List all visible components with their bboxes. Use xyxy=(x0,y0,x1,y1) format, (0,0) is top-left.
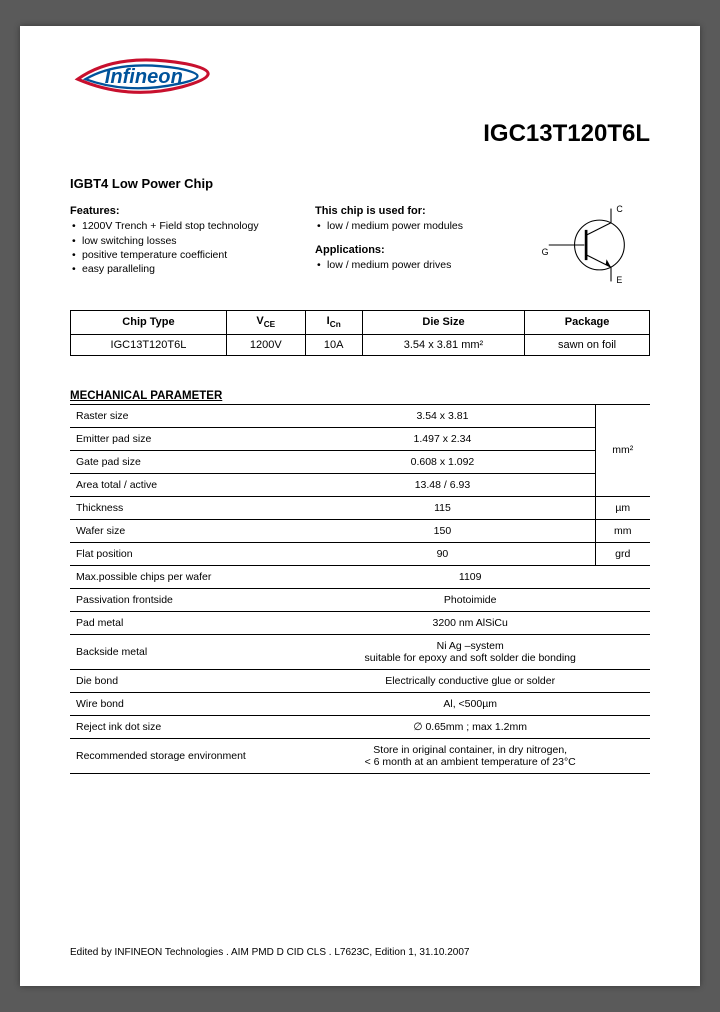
mech-label: Passivation frontside xyxy=(70,588,290,611)
header: Infineon xyxy=(70,56,650,102)
mech-label: Wafer size xyxy=(70,519,290,542)
mech-value: 1109 xyxy=(290,565,650,588)
mech-value: Photoimide xyxy=(290,588,650,611)
applications-list: low / medium power drives xyxy=(315,258,516,272)
applications-heading: Applications: xyxy=(315,244,516,256)
datasheet-page: Infineon IGC13T120T6L IGBT4 Low Power Ch… xyxy=(20,26,700,986)
mech-label: Emitter pad size xyxy=(70,427,290,450)
mech-label: Raster size xyxy=(70,404,290,427)
feature-item: easy paralleling xyxy=(70,262,291,276)
mech-value: Electrically conductive glue or solder xyxy=(290,669,650,692)
mech-label: Backside metal xyxy=(70,634,290,669)
product-subtitle: IGBT4 Low Power Chip xyxy=(70,176,650,191)
features-column: Features: 1200V Trench + Field stop tech… xyxy=(70,205,291,288)
chip-th-vce: VCE xyxy=(226,311,305,334)
feature-item: 1200V Trench + Field stop technology xyxy=(70,219,291,233)
part-number: IGC13T120T6L xyxy=(70,120,650,148)
chip-type-table: Chip Type VCE ICn Die Size Package IGC13… xyxy=(70,310,650,355)
mech-unit: mm xyxy=(595,519,650,542)
usedfor-list: low / medium power modules xyxy=(315,219,516,233)
mech-label: Reject ink dot size xyxy=(70,715,290,738)
mech-value: 150 xyxy=(290,519,595,542)
infineon-logo: Infineon xyxy=(70,56,240,102)
mech-value: 115 xyxy=(290,496,595,519)
feature-item: low switching losses xyxy=(70,234,291,248)
chip-td-type: IGC13T120T6L xyxy=(71,334,227,355)
mech-label: Flat position xyxy=(70,542,290,565)
symbol-column: C G E xyxy=(540,205,650,288)
usedfor-heading: This chip is used for: xyxy=(315,205,516,217)
footer-text: Edited by INFINEON Technologies . AIM PM… xyxy=(70,947,650,958)
mech-value: 3.54 x 3.81 xyxy=(290,404,595,427)
mechanical-table: Raster size 3.54 x 3.81 mm² Emitter pad … xyxy=(70,404,650,774)
mech-unit: µm xyxy=(595,496,650,519)
mech-value: Ni Ag –system suitable for epoxy and sof… xyxy=(290,634,650,669)
mech-unit: grd xyxy=(595,542,650,565)
igbt-symbol-icon: C G E xyxy=(540,205,650,285)
mech-value: Store in original container, in dry nitr… xyxy=(290,738,650,773)
mech-unit: mm² xyxy=(595,404,650,496)
chip-th-die: Die Size xyxy=(362,311,524,334)
features-heading: Features: xyxy=(70,205,291,217)
mech-label: Wire bond xyxy=(70,692,290,715)
chip-td-die: 3.54 x 3.81 mm² xyxy=(362,334,524,355)
mech-value: 1.497 x 2.34 xyxy=(290,427,595,450)
chip-th-type: Chip Type xyxy=(71,311,227,334)
mech-label: Pad metal xyxy=(70,611,290,634)
mech-value: 13.48 / 6.93 xyxy=(290,473,595,496)
mech-label: Gate pad size xyxy=(70,450,290,473)
chip-th-icn: ICn xyxy=(305,311,362,334)
usage-column: This chip is used for: low / medium powe… xyxy=(315,205,516,288)
symbol-collector-label: C xyxy=(616,205,623,214)
mech-value: 90 xyxy=(290,542,595,565)
features-list: 1200V Trench + Field stop technology low… xyxy=(70,219,291,276)
chip-td-pkg: sawn on foil xyxy=(525,334,650,355)
mech-label: Max.possible chips per wafer xyxy=(70,565,290,588)
mech-label: Die bond xyxy=(70,669,290,692)
chip-th-pkg: Package xyxy=(525,311,650,334)
chip-td-vce: 1200V xyxy=(226,334,305,355)
symbol-gate-label: G xyxy=(542,247,549,257)
mech-value: ∅ 0.65mm ; max 1.2mm xyxy=(290,715,650,738)
mech-value: 3200 nm AlSiCu xyxy=(290,611,650,634)
usedfor-item: low / medium power modules xyxy=(315,219,516,233)
mechanical-title: MECHANICAL PARAMETER xyxy=(70,390,650,402)
overview-columns: Features: 1200V Trench + Field stop tech… xyxy=(70,205,650,288)
chip-td-icn: 10A xyxy=(305,334,362,355)
symbol-emitter-label: E xyxy=(616,276,622,286)
feature-item: positive temperature coefficient xyxy=(70,248,291,262)
mech-value: 0.608 x 1.092 xyxy=(290,450,595,473)
mech-label: Thickness xyxy=(70,496,290,519)
logo-text: Infineon xyxy=(105,66,183,88)
mech-label: Area total / active xyxy=(70,473,290,496)
mech-value: Al, <500µm xyxy=(290,692,650,715)
application-item: low / medium power drives xyxy=(315,258,516,272)
mech-label: Recommended storage environment xyxy=(70,738,290,773)
